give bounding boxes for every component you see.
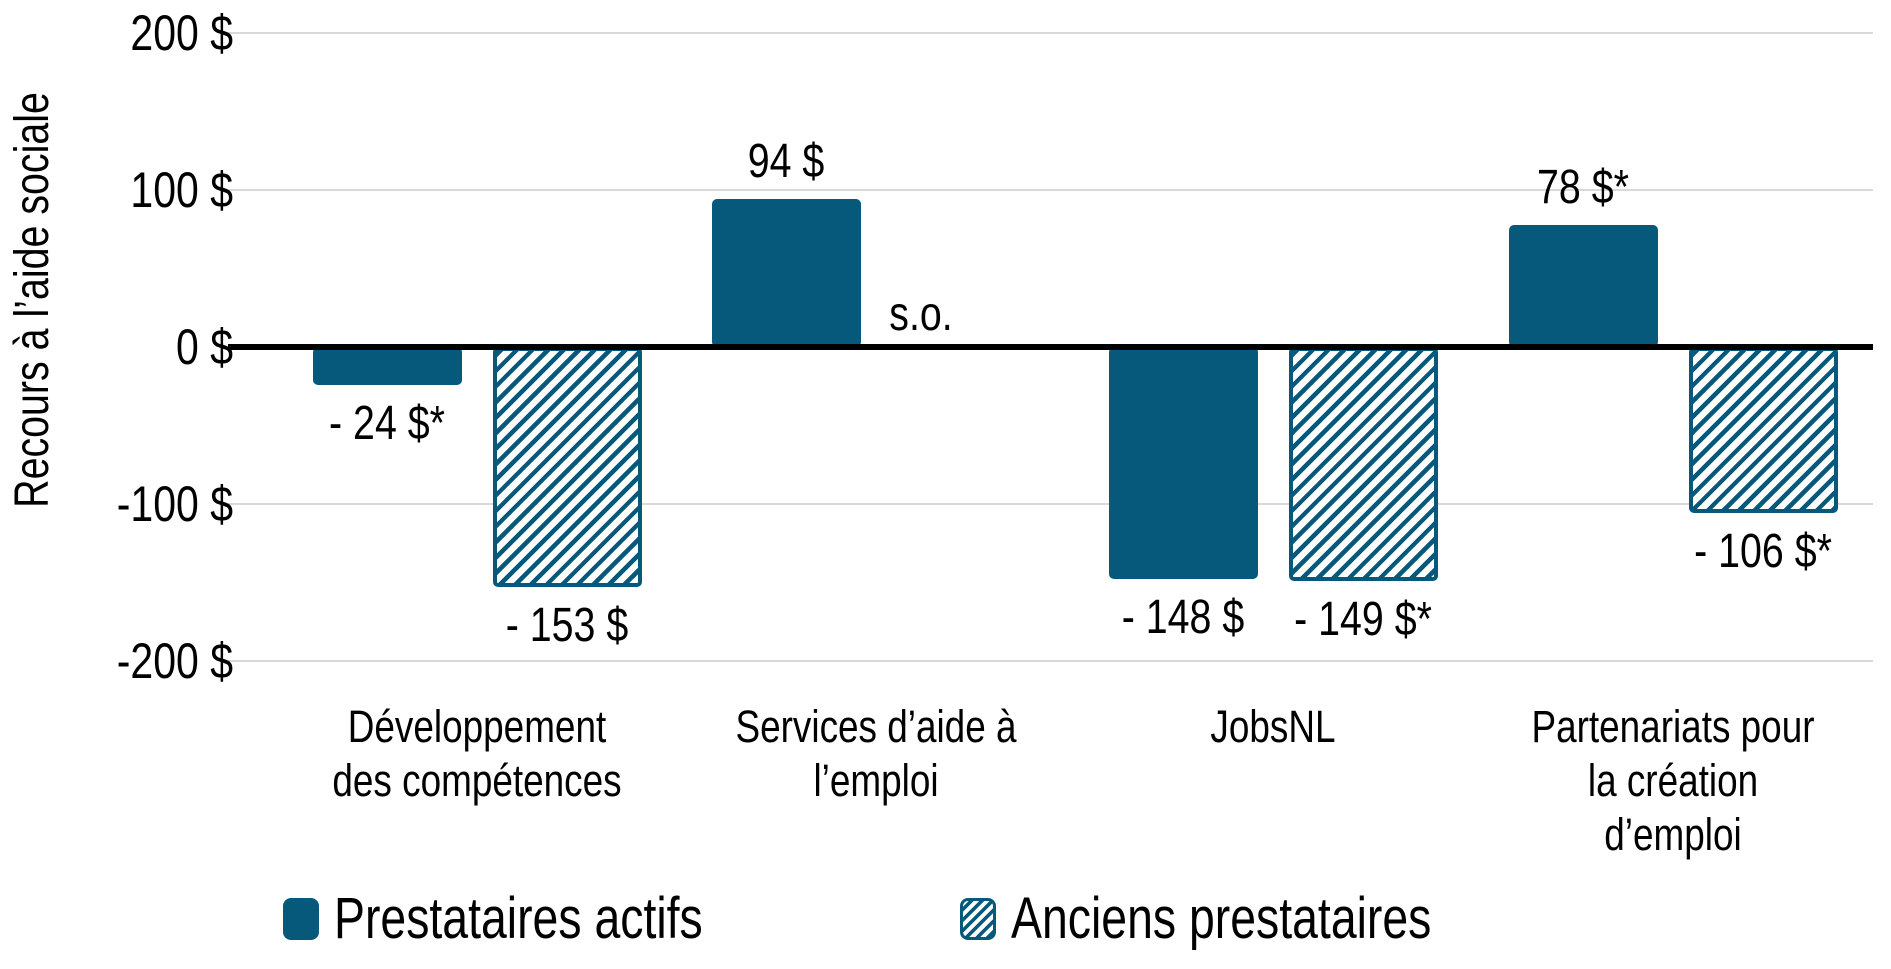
zero-axis-line <box>228 344 1873 350</box>
legend-swatch-solid-icon <box>283 898 319 940</box>
value-label-hatched-2: - 149 $* <box>1294 593 1432 646</box>
x-label-developpement-des-competences: Développement des compétences <box>332 701 622 806</box>
bar-solid-3 <box>1508 225 1658 347</box>
legend-label-prestataires-actifs: Prestataires actifs <box>334 886 703 951</box>
legend-item-anciens-prestataires: Anciens prestataires <box>960 888 1536 950</box>
y-tick-0: 0 $ <box>175 319 233 375</box>
y-tick-neg100: -100 $ <box>116 476 233 532</box>
bar-solid-2 <box>1108 347 1258 579</box>
y-tick-neg200: -200 $ <box>116 633 233 689</box>
x-label-jobsnl: JobsNL <box>1210 701 1336 752</box>
bar-hatched-0 <box>492 347 642 587</box>
gridline-neg200 <box>228 660 1873 662</box>
value-label-hatched-3: - 106 $* <box>1694 525 1832 578</box>
value-label-solid-3: 78 $* <box>1537 161 1629 214</box>
bar-solid-0 <box>312 347 462 385</box>
value-label-hatched-0: - 153 $ <box>505 599 629 652</box>
gridline-200 <box>228 32 1873 34</box>
bar-hatched-2 <box>1288 347 1438 581</box>
value-label-solid-2: - 148 $ <box>1121 591 1245 644</box>
legend-label-anciens-prestataires: Anciens prestataires <box>1011 886 1432 951</box>
legend-swatch-hatched-icon <box>960 898 996 940</box>
bar-hatched-3 <box>1688 347 1838 513</box>
value-label-solid-1: 94 $ <box>747 135 825 188</box>
y-tick-100: 100 $ <box>130 162 233 218</box>
gridline-neg100 <box>228 503 1873 505</box>
x-label-partenariats-creation-emploi: Partenariats pour la création d’emploi <box>1531 701 1815 860</box>
gridline-100 <box>228 189 1873 191</box>
y-tick-200: 200 $ <box>130 5 233 61</box>
legend-item-prestataires-actifs: Prestataires actifs <box>283 888 795 950</box>
bar-solid-1 <box>711 199 861 347</box>
x-label-services-daide-a-lemploi: Services d’aide à l’emploi <box>735 701 1017 806</box>
